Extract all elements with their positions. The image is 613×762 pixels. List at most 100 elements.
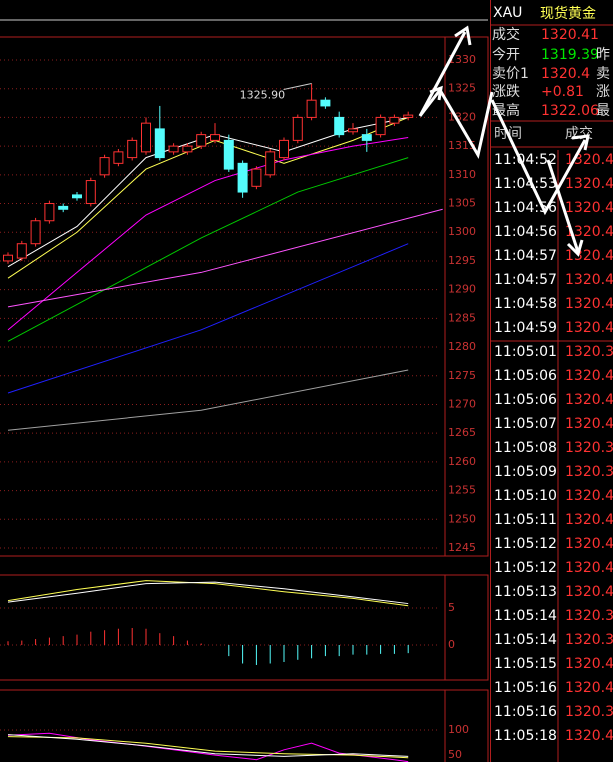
quote-label: 成交 [492, 26, 520, 43]
tick-price: 1320.4 [565, 512, 613, 528]
tick-price: 1320.3 [565, 704, 613, 720]
candle-body [85, 180, 96, 205]
candle-body [168, 145, 179, 153]
main-frame [0, 36, 489, 557]
candle-body [361, 134, 372, 141]
arrow [571, 134, 590, 151]
quote-value: +0.81 [541, 84, 584, 100]
quote-value: 1320.4 [541, 66, 590, 82]
candle-body [334, 116, 345, 136]
quote-value: 1322.06 [541, 103, 599, 119]
macd-line [7, 581, 409, 605]
arrow [454, 25, 472, 46]
y-tick-label: 1275 [448, 369, 476, 382]
candle-body [72, 194, 82, 199]
tick-time: 11:05:11 [494, 512, 557, 528]
tick-time: 11:05:15 [494, 656, 557, 672]
tick-price: 1320.4 [565, 176, 613, 192]
macd-frame [0, 574, 489, 681]
tick-price: 1320.4 [565, 224, 613, 240]
y-tick-label: 50 [448, 748, 462, 761]
candle-body [30, 220, 41, 245]
tick-price: 1320.4 [565, 248, 613, 264]
tick-price: 1320.4 [565, 560, 613, 576]
candle-body [196, 134, 207, 147]
tick-price: 1320.4 [565, 728, 613, 744]
tick-time: 11:04:52 [494, 152, 557, 168]
y-tick-label: 5 [448, 601, 455, 614]
y-tick-label: 1295 [448, 254, 476, 267]
quote-label: 涨跌 [492, 84, 520, 100]
tick-price: 1320.3 [565, 608, 613, 624]
tick-time: 11:05:13 [494, 584, 557, 600]
arrow [490, 99, 587, 216]
y-tick-label: 1280 [448, 340, 476, 353]
tick-time: 11:05:06 [494, 392, 557, 408]
tick-price: 1320.4 [565, 536, 613, 552]
tick-time: 11:05:09 [494, 464, 557, 480]
y-tick-label: 1255 [448, 484, 476, 497]
candle-body [182, 145, 193, 153]
tick-time: 11:05:18 [494, 728, 557, 744]
tick-time: 11:05:14 [494, 608, 557, 624]
y-tick-label: 1325 [448, 82, 476, 95]
y-tick-label: 1330 [448, 53, 476, 66]
tick-time: 11:04:57 [494, 272, 557, 288]
col-header: 成交 [565, 125, 593, 142]
kdj-line [7, 734, 409, 757]
tick-time: 11:05:16 [494, 704, 557, 720]
tick-price: 1320.3 [565, 344, 613, 360]
candle-body [16, 243, 27, 259]
y-tick-label: 1250 [448, 512, 476, 525]
arrow [429, 85, 443, 101]
y-tick-label: 1260 [448, 455, 476, 468]
candle-body [389, 116, 400, 124]
candle-body [3, 254, 13, 262]
candle-body [348, 128, 358, 133]
annotation: 1325.90 [240, 89, 286, 102]
tick-time: 11:04:57 [494, 248, 557, 264]
y-tick-label: 1290 [448, 283, 476, 296]
arrow [546, 159, 580, 253]
tick-price: 1320.4 [565, 656, 613, 672]
tick-time: 11:05:10 [494, 488, 557, 504]
tick-time: 11:05:14 [494, 632, 557, 648]
tick-time: 11:05:01 [494, 344, 557, 360]
candle-body [292, 116, 303, 141]
tick-time: 11:05:08 [494, 440, 557, 456]
symbol-name: 现货黄金 [540, 5, 596, 22]
tick-price: 1320.4 [565, 200, 613, 216]
tick-time: 11:04:58 [494, 296, 557, 312]
ma-line [7, 369, 409, 431]
quote-value: 1320.41 [541, 27, 599, 43]
candle-body [223, 139, 234, 170]
ma-line [7, 157, 409, 342]
y-tick-label: 1300 [448, 225, 476, 238]
candle-body [375, 116, 386, 136]
candle-body [154, 128, 165, 159]
tick-time: 11:05:07 [494, 416, 557, 432]
quote-extra: 最 [596, 103, 610, 119]
tick-price: 1320.4 [565, 488, 613, 504]
tick-time: 11:05:12 [494, 536, 557, 552]
candle-body [210, 134, 220, 141]
tick-price: 1320.4 [565, 416, 613, 432]
tick-time: 11:04:53 [494, 176, 557, 192]
arrows [418, 25, 590, 257]
macd-line [7, 580, 409, 607]
ma-line [7, 137, 409, 331]
candle-body [306, 99, 317, 118]
y-tick-label: 1245 [448, 541, 476, 554]
candle-body [44, 203, 55, 222]
y-tick-label: 1285 [448, 311, 476, 324]
candle-body [265, 151, 276, 176]
tick-price: 1320.4 [565, 320, 613, 336]
y-tick-label: 1265 [448, 426, 476, 439]
candle-body [58, 205, 69, 210]
candle-body [99, 157, 110, 176]
kdj-line [7, 732, 409, 762]
tick-time: 11:04:59 [494, 320, 557, 336]
tick-price: 1320.3 [565, 464, 613, 480]
tick-price: 1320.4 [565, 296, 613, 312]
